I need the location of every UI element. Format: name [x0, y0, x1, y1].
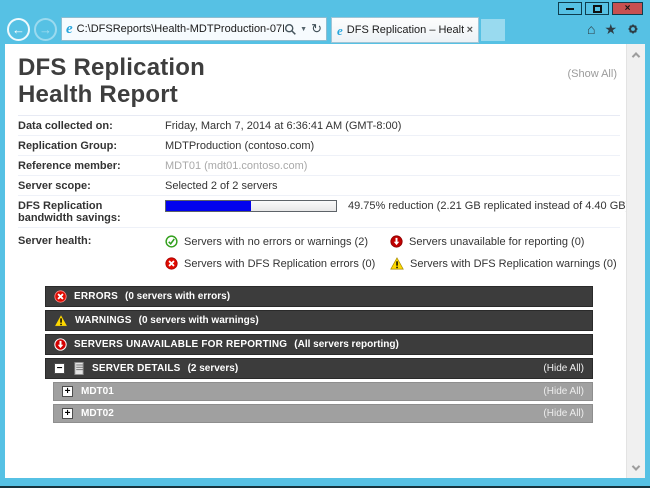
- show-all-link[interactable]: (Show All): [567, 68, 617, 80]
- window-controls: ×: [555, 2, 643, 15]
- error-icon: [165, 257, 178, 270]
- hide-all-link[interactable]: (Hide All): [543, 408, 584, 419]
- browser-toolbar: ← → e C:\DFSReports\Health-MDTProduction…: [0, 14, 650, 44]
- server-row-mdt02[interactable]: + MDT02 (Hide All): [53, 404, 593, 423]
- minimize-button[interactable]: [558, 2, 582, 15]
- tab-close-icon[interactable]: ×: [466, 24, 473, 36]
- section-errors[interactable]: ERRORS (0 servers with errors): [45, 286, 593, 307]
- info-row-bandwidth-savings: DFS Replication bandwidth savings: 49.75…: [18, 196, 629, 228]
- warning-icon: [390, 257, 404, 270]
- search-icon[interactable]: [284, 23, 297, 36]
- info-row-data-collected: Data collected on: Friday, March 7, 2014…: [18, 116, 620, 136]
- address-bar[interactable]: e C:\DFSReports\Health-MDTProduction-07M…: [61, 17, 327, 41]
- info-row-server-health: Server health: Servers with no errors or…: [18, 235, 617, 270]
- maximize-icon: [592, 4, 602, 13]
- tab-ie-icon: e: [337, 22, 343, 38]
- info-row-replication-group: Replication Group: MDTProduction (contos…: [18, 136, 620, 156]
- bandwidth-text: 49.75% reduction (2.21 GB replicated ins…: [348, 200, 630, 212]
- expand-toggle-icon[interactable]: +: [62, 408, 73, 419]
- tab-title: DFS Replication – Health Re...: [346, 24, 464, 36]
- server-row-mdt01[interactable]: + MDT01 (Hide All): [53, 382, 593, 401]
- section-servers-unavailable[interactable]: SERVERS UNAVAILABLE FOR REPORTING (All s…: [45, 334, 593, 355]
- bandwidth-progress-fill: [166, 201, 251, 211]
- hide-all-link[interactable]: (Hide All): [543, 363, 584, 374]
- scroll-down-button[interactable]: [627, 459, 645, 476]
- url-text: C:\DFSReports\Health-MDTProduction-07Ma: [76, 23, 285, 35]
- chevron-up-icon: [631, 51, 641, 61]
- scroll-up-button[interactable]: [627, 46, 645, 63]
- maximize-button[interactable]: [585, 2, 609, 15]
- page-content: DFS Replication Health Report (Show All)…: [5, 44, 645, 478]
- collapse-toggle-icon[interactable]: −: [54, 363, 65, 374]
- unavailable-icon: [54, 338, 67, 351]
- titlebar: ×: [0, 0, 650, 15]
- back-button[interactable]: ←: [7, 17, 30, 41]
- header-divider: [18, 115, 620, 116]
- page-title: DFS Replication Health Report: [18, 54, 206, 108]
- server-icon: [74, 362, 84, 375]
- warning-icon: [54, 314, 68, 327]
- address-dropdown-icon[interactable]: ▼: [300, 25, 308, 33]
- home-icon[interactable]: ⌂: [586, 21, 596, 37]
- expand-toggle-icon[interactable]: +: [62, 386, 73, 397]
- health-item-warnings: Servers with DFS Replication warnings (0…: [390, 257, 617, 270]
- section-server-details[interactable]: − SERVER DETAILS (2 servers) (Hide All): [45, 358, 593, 379]
- new-tab-button[interactable]: [481, 19, 505, 41]
- close-button[interactable]: ×: [612, 2, 643, 15]
- health-report: DFS Replication Health Report (Show All)…: [5, 44, 629, 478]
- forward-button[interactable]: →: [34, 17, 57, 41]
- hide-all-link[interactable]: (Hide All): [543, 386, 584, 397]
- close-icon: ×: [624, 2, 631, 14]
- health-item-unavailable: Servers unavailable for reporting (0): [390, 235, 617, 248]
- minimize-icon: [566, 7, 574, 10]
- error-icon: [54, 290, 67, 303]
- vertical-scrollbar[interactable]: [626, 44, 645, 478]
- favorites-star-icon[interactable]: ★: [604, 21, 617, 37]
- health-item-errors: Servers with DFS Replication errors (0): [165, 257, 390, 270]
- info-row-server-scope: Server scope: Selected 2 of 2 servers: [18, 176, 620, 196]
- health-item-ok: Servers with no errors or warnings (2): [165, 235, 390, 248]
- unavailable-icon: [390, 235, 403, 248]
- chevron-down-icon: [631, 461, 641, 471]
- ie-page-icon: e: [66, 20, 73, 37]
- ok-icon: [165, 235, 178, 248]
- bandwidth-progress-bar: [165, 200, 337, 212]
- refresh-icon[interactable]: ↻: [311, 21, 322, 36]
- info-row-reference-member: Reference member: MDT01 (mdt01.contoso.c…: [18, 156, 620, 176]
- settings-gear-icon[interactable]: [626, 22, 640, 36]
- report-sections: ERRORS (0 servers with errors) WARNINGS …: [45, 286, 593, 423]
- section-warnings[interactable]: WARNINGS (0 servers with warnings): [45, 310, 593, 331]
- report-header: DFS Replication Health Report (Show All): [18, 54, 620, 116]
- tab-dfs-health-report[interactable]: e DFS Replication – Health Re... ×: [331, 17, 479, 43]
